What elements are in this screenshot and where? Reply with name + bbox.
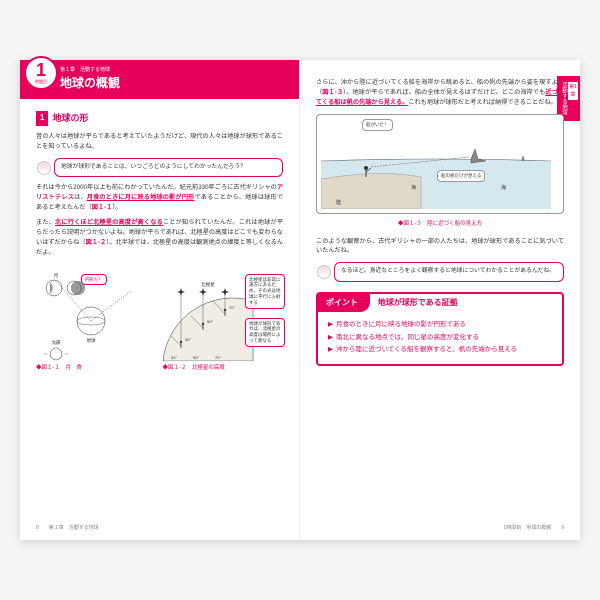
ship-diagram: 海 陸 海: [321, 119, 551, 209]
paragraph-1: 昔の人々は地球が平らであると考えていたようだけど、現代の人々は地球が球形であるこ…: [36, 132, 283, 152]
point-item-1: 月食のときに月に映る地球の影が円形である: [328, 320, 552, 330]
svg-text:70°: 70°: [215, 355, 221, 360]
paragraph-2: それは今から2000年以上も前にわかっていたんだ。紀元前330年ごろに古代ギリシ…: [36, 183, 283, 213]
figure-1-1: 月 地球 太陽 円形だ！ ◆図１-１ 月 食: [36, 266, 157, 373]
svg-text:50°: 50°: [193, 355, 199, 360]
svg-text:海: 海: [411, 184, 416, 191]
book-spread: 1 時間目 第１章 活動する地球 地球の概観 1 地球の形 昔の人々は地球が平ら…: [20, 60, 580, 540]
speech-bubble-2: なるほど。身近なところをよく観察すると地球についてわかることがあるんだね。: [334, 262, 564, 281]
avatar-icon: [317, 265, 331, 279]
page-footer-right: 1時間目 地球の概観 9: [503, 524, 564, 532]
chapter-number: 1: [36, 61, 46, 79]
speech-text: 地球が球形であることは、いつごろどのようにしてわかったんだろう？: [61, 164, 246, 170]
svg-text:太陽: 太陽: [52, 339, 61, 346]
point-label: ポイント: [318, 294, 370, 313]
svg-text:30°: 30°: [185, 337, 191, 342]
figure-2-callout-1: 北極星は非常に遠方にあるため、その光は地球に平行に入射する: [245, 274, 285, 309]
figure-1-caption: ◆図１-１ 月 食: [36, 364, 157, 373]
avatar-icon: [37, 161, 51, 175]
svg-text:海: 海: [501, 184, 506, 191]
figure-1-callout: 円形だ！: [81, 274, 107, 286]
left-page: 1 時間目 第１章 活動する地球 地球の概観 1 地球の形 昔の人々は地球が平ら…: [20, 60, 300, 540]
figure-2-caption: ◆図１-２ 北極星の高度: [163, 364, 284, 373]
svg-text:70°: 70°: [229, 305, 235, 310]
point-item-2: 南北に異なる地点では、同じ星の高度が変化する: [328, 333, 552, 343]
point-title: 地球が球形である証拠: [378, 298, 458, 307]
paragraph-r1: さらに、沖から陸に近づいてくる船を海岸から眺めると、船の帆の先端から姿を現すよね…: [316, 78, 564, 108]
tab-text: 活動する地球: [561, 82, 567, 115]
chapter-title: 地球の概観: [60, 74, 289, 93]
right-page: 第1章 活動する地球 さらに、沖から陸に近づいてくる船を海岸から眺めると、船の帆…: [300, 60, 580, 540]
ship-callout-1: 船がいた！: [362, 119, 393, 131]
chapter-header: 1 時間目 第１章 活動する地球 地球の概観: [20, 60, 299, 99]
point-item-3: 沖から陸に近づいてくる船を観察すると、帆の先端から見える: [328, 345, 552, 355]
svg-text:50°: 50°: [207, 319, 213, 324]
svg-text:月: 月: [54, 273, 59, 279]
figure-1-2: 北極星 30° 50° 70° 30° 50° 70° 北極星は非常に遠方にあるため…: [163, 266, 284, 373]
speech-bubble-1: 地球が球形であることは、いつごろどのようにしてわかったんだろう？: [54, 158, 283, 177]
point-body: 月食のときに月に映る地球の影が円形である 南北に異なる地点では、同じ星の高度が変…: [318, 312, 562, 363]
section-title: 地球の形: [52, 111, 88, 125]
svg-text:30°: 30°: [171, 355, 177, 360]
tab-number: 第1章: [568, 82, 578, 100]
figure-1-3: 海 陸 海 船がいた！ 船の帆だけが見える: [316, 114, 564, 214]
figure-3-caption: ◆図１-３ 陸に近づく船の見え方: [316, 220, 564, 229]
figures-row: 月 地球 太陽 円形だ！ ◆図１-１ 月 食 北極星: [36, 266, 283, 373]
figure-2-callout-2: 地球が球形であれば、北極星の高度は場所によって異なる: [245, 318, 285, 347]
ship-callout-2: 船の帆だけが見える: [437, 170, 485, 182]
paragraph-3: また、北に行くほど北極星の高度が高くなることが知られていたんだ。これは地球が平ら…: [36, 218, 283, 258]
chapter-number-badge: 1 時間目: [24, 56, 58, 90]
page-footer-left: 8 第１章 活動する地球: [36, 524, 99, 532]
svg-text:北極星: 北極星: [201, 281, 215, 288]
point-box: ポイント 地球が球形である証拠 月食のときに月に映る地球の影が円形である 南北に…: [316, 292, 564, 366]
speech-text: なるほど。身近なところをよく観察すると地球についてわかることがあるんだね。: [341, 268, 555, 274]
chapter-sub: 時間目: [35, 79, 47, 85]
chapter-pre: 第１章 活動する地球: [60, 66, 289, 74]
section-number: 1: [36, 111, 48, 126]
svg-text:地球: 地球: [87, 337, 96, 343]
section-header: 1 地球の形: [36, 111, 283, 126]
paragraph-r2: このような観察から、古代ギリシャの一部の人たちは、地球が球形であることに気づいて…: [316, 237, 564, 257]
svg-text:陸: 陸: [336, 199, 341, 206]
